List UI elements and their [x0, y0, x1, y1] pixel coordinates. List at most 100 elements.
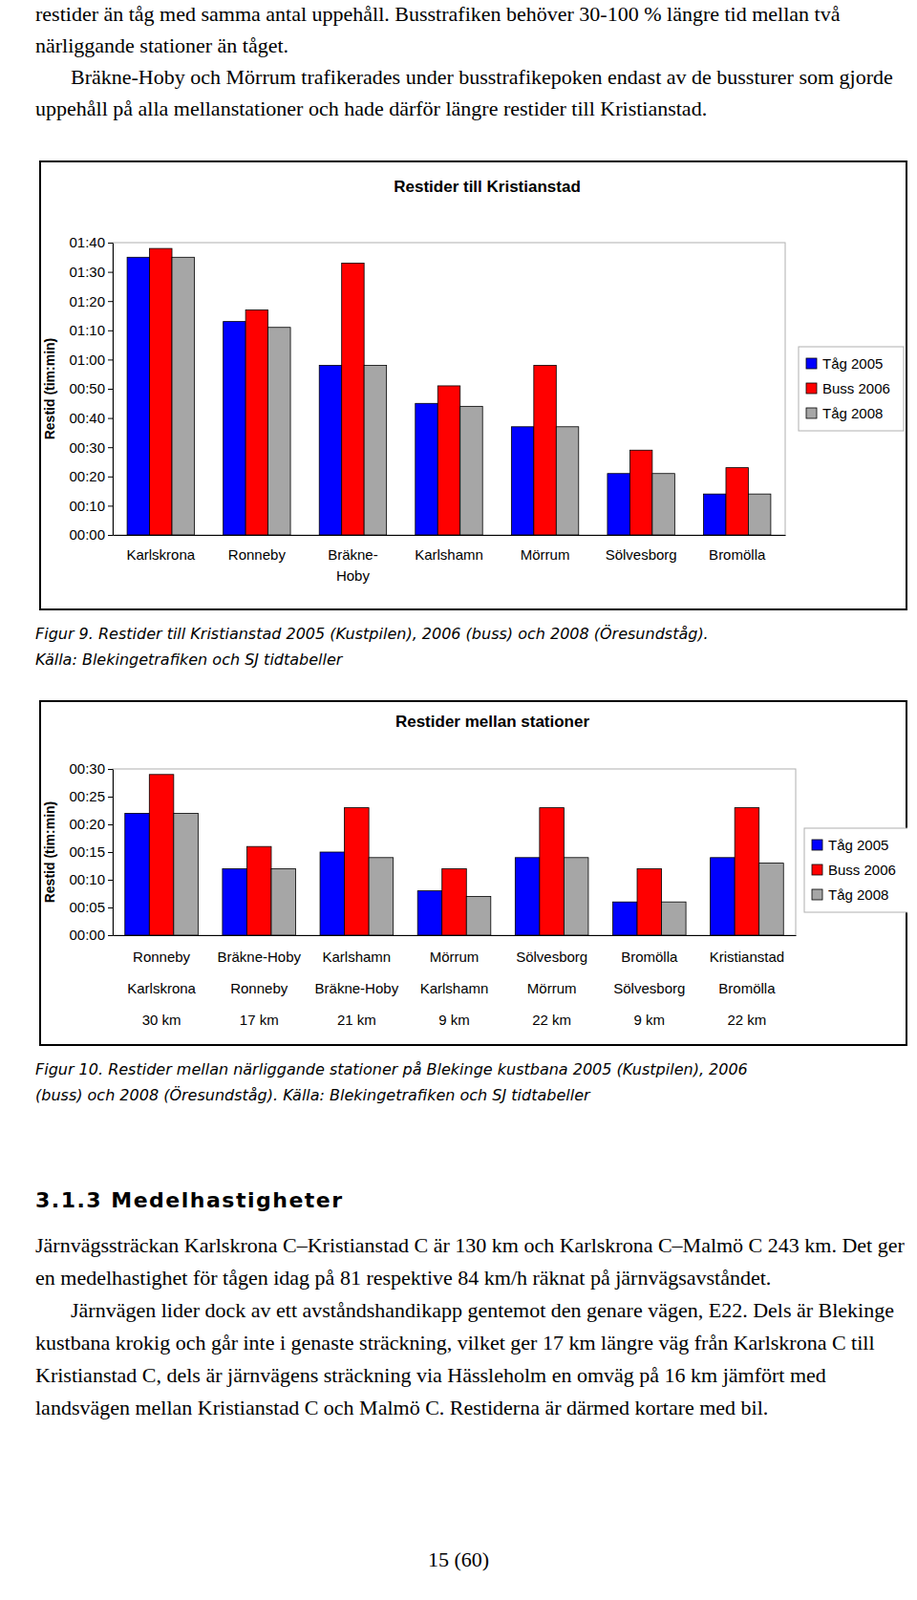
tick: Bromölla	[708, 546, 767, 563]
tick: SölvesborgMörrum22 km	[515, 948, 588, 1028]
bar	[466, 895, 491, 936]
section-heading: 3.1.3 Medelhastigheter	[35, 1188, 910, 1213]
chart-frame	[40, 701, 907, 1045]
tick: 01:00	[68, 351, 113, 368]
bar	[539, 808, 565, 936]
legend-swatch	[811, 864, 823, 875]
intro-text: restider än tåg med samma antal uppehåll…	[35, 0, 910, 125]
body-text: Järnvägssträckan Karlskrona C–Kristianst…	[35, 1229, 910, 1425]
tick-mark	[107, 907, 113, 909]
series	[127, 256, 726, 535]
legend-entry: Tåg 2008	[811, 886, 889, 903]
bar	[363, 365, 386, 535]
tick: Bräkne-HobyRonneby17 km	[216, 948, 301, 1028]
legend-frame	[804, 828, 908, 913]
tick: 00:50	[68, 380, 113, 397]
tick-label: 00:00	[68, 926, 106, 943]
caption-line: Figur 10. Restider mellan närliggande st…	[35, 1056, 915, 1083]
tick: Karlshamn	[414, 546, 484, 563]
paragraph: Järnvägen lider dock av ett avståndshand…	[35, 1294, 910, 1425]
tick-mark	[107, 935, 113, 937]
category-label: Karlshamn	[420, 980, 490, 997]
tick-label: 01:40	[68, 234, 106, 251]
category-label: Mörrum	[527, 980, 577, 997]
bar	[661, 901, 687, 936]
axis-line	[113, 534, 787, 536]
tick-label: 00:50	[68, 380, 106, 397]
tick-label: 00:30	[68, 760, 106, 777]
tick: 01:10	[68, 321, 113, 339]
bar	[637, 868, 662, 936]
page-number: 15 (60)	[0, 1543, 917, 1576]
bar	[271, 868, 297, 936]
tick-mark	[107, 242, 113, 244]
bar	[747, 493, 770, 535]
bar	[223, 321, 246, 535]
tick: KristianstadBromölla22 km	[709, 948, 785, 1028]
category-label: Bromölla	[718, 980, 776, 997]
tick-mark	[107, 796, 113, 798]
tick: Mörrum	[520, 546, 571, 563]
category-label: Hoby	[336, 567, 371, 584]
tick-mark	[107, 505, 113, 507]
caption-line: Figur 9. Restider till Kristianstad 2005…	[35, 620, 915, 647]
bar	[149, 774, 174, 936]
bar	[555, 426, 578, 535]
legend-label: Buss 2006	[828, 861, 896, 878]
category-label: Sölvesborg	[515, 948, 588, 965]
series	[149, 248, 749, 535]
category-label: 9 km	[634, 1011, 666, 1028]
tick: MörrumKarlshamn9 km	[420, 948, 490, 1028]
category-label: 30 km	[142, 1011, 182, 1028]
tick: 00:15	[68, 843, 113, 860]
y-axis-title: Restid (tim:min)	[42, 338, 58, 441]
legend-label: Tåg 2008	[822, 405, 883, 422]
category-label: 21 km	[337, 1011, 377, 1028]
tick: BromöllaSölvesborg9 km	[613, 948, 685, 1028]
figure-caption: Figur 9. Restider till Kristianstad 2005…	[35, 620, 915, 673]
category-label: Karlshamn	[322, 948, 392, 965]
bar	[222, 868, 248, 936]
category-label: 17 km	[239, 1011, 279, 1028]
tick-mark	[107, 852, 113, 854]
tick-mark	[107, 359, 113, 361]
tick-label: 00:40	[68, 409, 106, 427]
tick-mark	[107, 388, 113, 390]
tick: Karlskrona	[126, 546, 195, 563]
tick: 01:20	[68, 293, 113, 310]
y-axis: 00:0000:1000:2000:3000:4000:5001:0001:10…	[68, 234, 113, 543]
tick-mark	[107, 447, 113, 448]
category-label: Karlshamn	[414, 546, 484, 563]
bar	[245, 309, 268, 535]
category-label: Ronneby	[228, 546, 287, 563]
category-label: Sölvesborg	[605, 546, 678, 563]
category-label: Bromölla	[708, 546, 767, 563]
tick-mark	[107, 272, 113, 274]
bar	[341, 262, 364, 535]
tick: 00:00	[68, 926, 113, 943]
legend-swatch	[806, 407, 817, 419]
bar	[511, 426, 534, 535]
tick: Sölvesborg	[605, 546, 678, 563]
tick-mark	[107, 476, 113, 478]
tick-label: 00:20	[68, 815, 106, 832]
bar	[612, 901, 638, 936]
bar	[415, 403, 438, 535]
category-label: Ronneby	[230, 980, 289, 997]
category-label: Karlskrona	[127, 980, 196, 997]
bar	[563, 857, 589, 936]
tick-label: 01:30	[68, 263, 106, 280]
series	[125, 812, 735, 936]
bar	[629, 449, 652, 535]
tick: 00:20	[68, 468, 113, 485]
caption-line: (buss) och 2008 (Öresundståg). Källa: Bl…	[35, 1082, 915, 1109]
tick: 00:10	[68, 871, 113, 888]
tick-label: 01:00	[68, 351, 106, 368]
category-label: Mörrum	[429, 948, 480, 965]
tick: 00:25	[68, 788, 113, 805]
tick: 01:40	[68, 234, 113, 251]
tick-label: 00:05	[68, 898, 106, 916]
tick-label: 00:10	[68, 497, 106, 514]
tick-label: 00:00	[68, 526, 106, 543]
category-label: Kristianstad	[709, 948, 785, 965]
